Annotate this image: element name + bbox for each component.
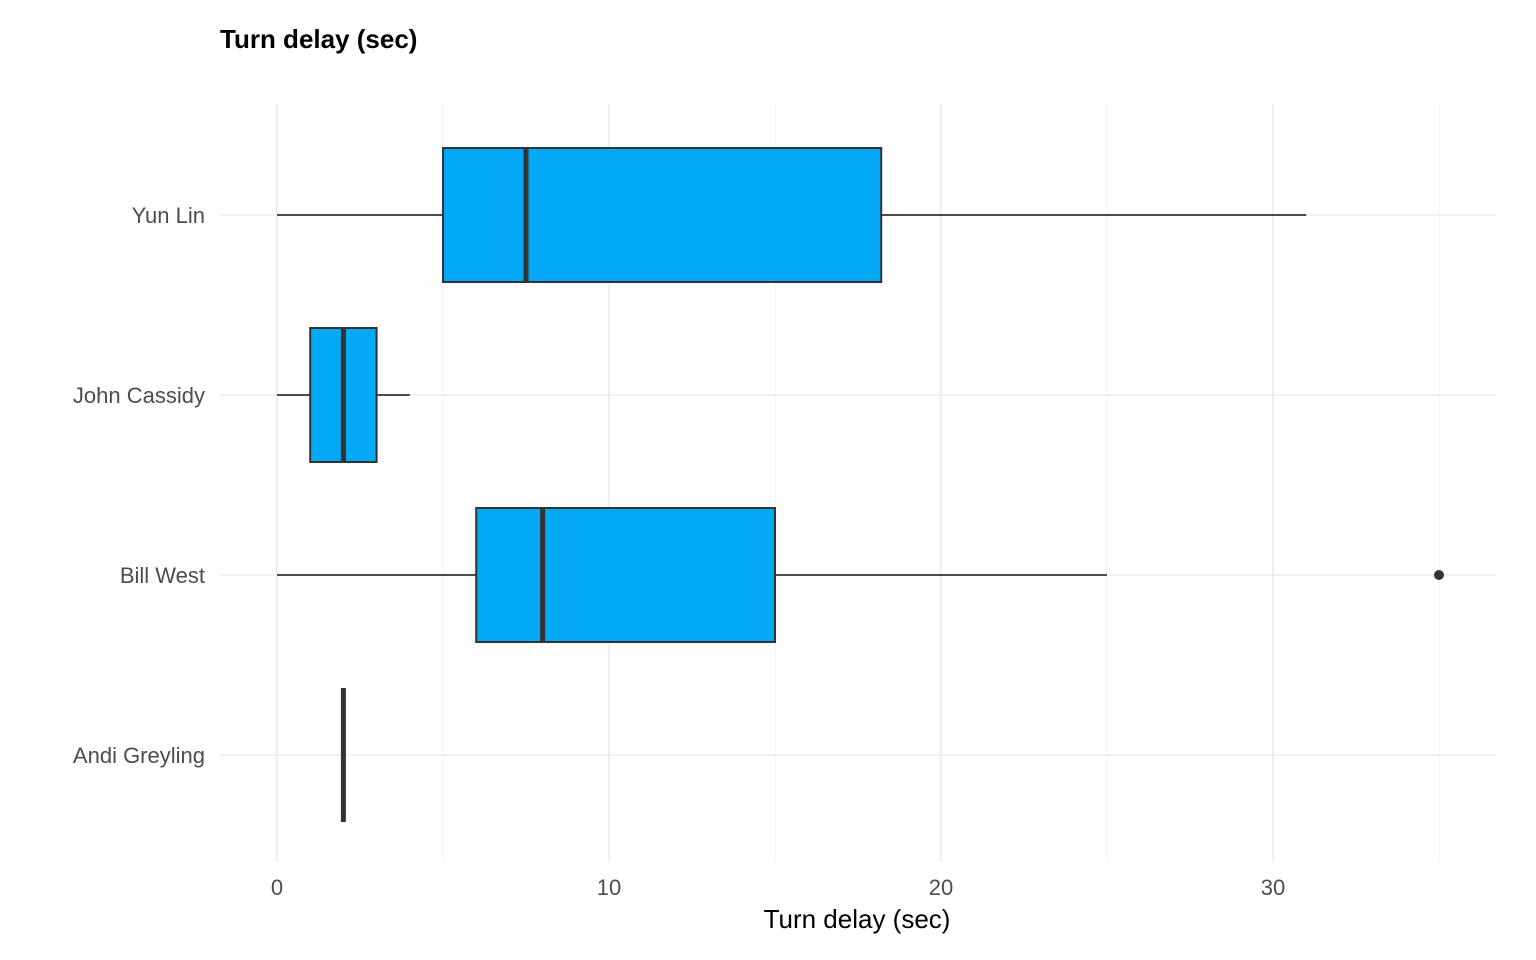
category-label: John Cassidy — [73, 383, 205, 408]
x-tick-label: 10 — [597, 875, 621, 900]
iqr-box — [442, 147, 883, 283]
y-axis-labels: Yun Lin John Cassidy Bill West Andi Greylin… — [73, 203, 205, 768]
x-tick-label: 30 — [1261, 875, 1285, 900]
category-label: Yun Lin — [132, 203, 205, 228]
boxes — [277, 147, 1444, 822]
category-label: Andi Greyling — [73, 743, 205, 768]
box-group — [277, 147, 1307, 283]
x-tick-label: 0 — [271, 875, 283, 900]
chart-title: Turn delay (sec) — [220, 24, 417, 54]
box-group — [277, 507, 1444, 643]
iqr-box — [475, 507, 776, 643]
x-axis-labels: 0 10 20 30 — [271, 875, 1285, 900]
x-axis-title: Turn delay (sec) — [764, 904, 951, 934]
category-label: Bill West — [120, 563, 205, 588]
outlier-point — [1434, 570, 1444, 580]
box-group — [277, 327, 410, 463]
x-tick-label: 20 — [929, 875, 953, 900]
